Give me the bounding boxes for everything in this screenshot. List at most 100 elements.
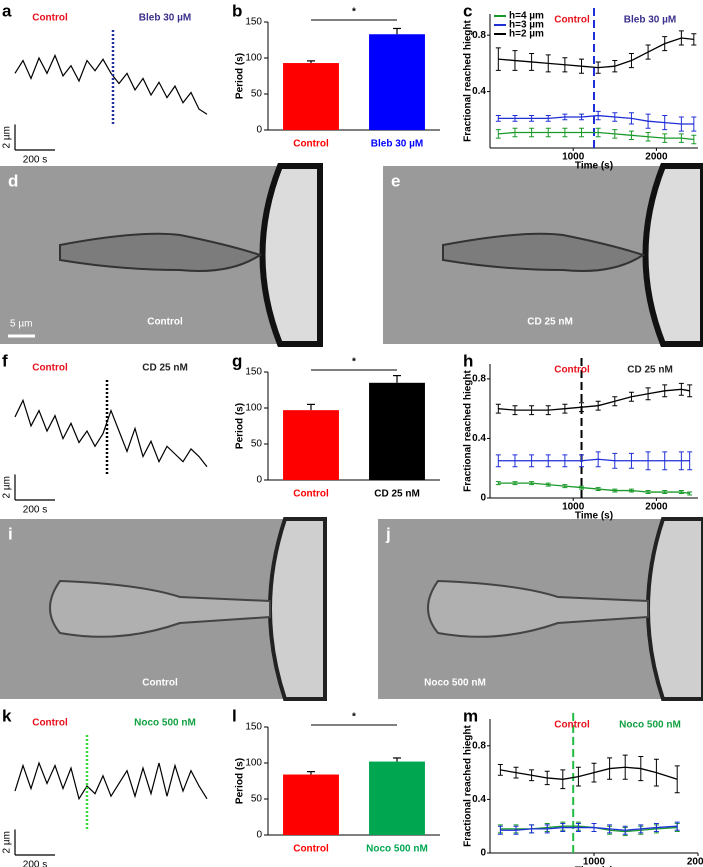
x-tick-label: 2000 bbox=[645, 152, 668, 163]
error-bar bbox=[595, 61, 601, 74]
error-bar bbox=[687, 384, 693, 398]
y-tick-label: 100 bbox=[245, 53, 262, 64]
error-bar bbox=[595, 110, 601, 121]
error-bar bbox=[645, 113, 651, 129]
error-bar bbox=[512, 405, 518, 416]
x-tick-label: 2000 bbox=[687, 857, 703, 867]
cell bbox=[442, 232, 646, 272]
y-tick-label: 150 bbox=[245, 17, 262, 28]
significance-star: * bbox=[352, 7, 356, 18]
y-tick-label: 150 bbox=[245, 722, 262, 733]
cell bbox=[49, 579, 271, 638]
error-bar bbox=[579, 485, 585, 490]
error-bar bbox=[628, 488, 634, 493]
error-bar bbox=[529, 115, 535, 122]
error-bar bbox=[653, 823, 659, 833]
error-bar bbox=[622, 754, 628, 780]
error-bar bbox=[674, 821, 680, 831]
x-tick-label: 1000 bbox=[583, 857, 606, 867]
scale-bar-y-label: 2 µm bbox=[2, 476, 13, 498]
error-bar bbox=[645, 44, 651, 60]
y-axis-label: Period (s) bbox=[235, 53, 246, 99]
bar bbox=[283, 410, 339, 480]
y-tick-label: 50 bbox=[251, 439, 263, 450]
legend-label: h=4 µm bbox=[509, 11, 544, 22]
condition-label: Control bbox=[32, 363, 68, 374]
error-bar bbox=[562, 484, 568, 489]
error-bar bbox=[687, 491, 693, 496]
series-line bbox=[498, 458, 690, 462]
error-bar bbox=[562, 454, 568, 468]
pipette bbox=[646, 517, 703, 701]
bar bbox=[283, 774, 339, 835]
error-bar bbox=[562, 57, 568, 73]
trace-line bbox=[14, 761, 208, 801]
error-bar bbox=[544, 824, 550, 834]
error-bar bbox=[638, 756, 644, 782]
error-bar bbox=[628, 52, 634, 69]
error-bar bbox=[628, 112, 634, 125]
panel-label: f bbox=[2, 351, 8, 370]
error-bar bbox=[612, 60, 618, 73]
error-bar bbox=[579, 113, 585, 121]
y-tick-label: 50 bbox=[251, 794, 263, 805]
image-caption: CD 25 nM bbox=[527, 317, 573, 328]
condition-label: Control bbox=[554, 365, 590, 376]
series-line bbox=[500, 766, 678, 780]
x-tick-label: Noco 500 nM bbox=[366, 844, 428, 855]
condition-label: Bleb 30 µM bbox=[624, 15, 676, 26]
image-caption: Control bbox=[147, 317, 183, 328]
x-axis-label: Time (s) bbox=[575, 511, 613, 522]
scale-bar-label: 5 µm bbox=[10, 319, 32, 330]
error-bar bbox=[562, 403, 568, 414]
x-tick-label: 2000 bbox=[645, 502, 668, 513]
error-bar bbox=[645, 131, 651, 142]
error-bar bbox=[674, 765, 680, 794]
error-bar bbox=[512, 454, 518, 468]
pipette bbox=[642, 163, 703, 347]
error-bar bbox=[495, 129, 501, 139]
legend-label: h=2 µm bbox=[509, 29, 544, 40]
error-bar bbox=[662, 115, 668, 131]
error-bar bbox=[662, 133, 668, 143]
pipette bbox=[268, 517, 327, 701]
error-bar bbox=[645, 490, 651, 495]
x-tick-label: 1000 bbox=[562, 502, 585, 513]
scale-bar-x-label: 200 s bbox=[23, 155, 47, 166]
panel-label: k bbox=[2, 706, 12, 725]
scale-bar-y-label: 2 µm bbox=[2, 831, 13, 853]
y-tick-label: 0 bbox=[480, 848, 486, 859]
trace-line bbox=[14, 398, 208, 468]
error-bar bbox=[691, 116, 697, 132]
error-bar bbox=[545, 405, 551, 416]
y-axis-label: Period (s) bbox=[235, 403, 246, 449]
error-bar bbox=[612, 488, 618, 493]
error-bar bbox=[513, 825, 519, 835]
panel-label: j bbox=[385, 524, 391, 543]
error-bar bbox=[678, 116, 684, 132]
cell bbox=[59, 232, 263, 272]
y-tick-label: 0.8 bbox=[472, 30, 486, 41]
panel-label: m bbox=[463, 706, 478, 725]
scale-bar-x-label: 200 s bbox=[23, 860, 47, 867]
error-bar bbox=[579, 402, 585, 413]
y-tick-label: 0.4 bbox=[472, 86, 486, 97]
error-bar bbox=[495, 403, 501, 414]
error-bar bbox=[595, 451, 601, 468]
micrograph: e CD 25 nM bbox=[383, 163, 703, 347]
panel-label: a bbox=[2, 1, 12, 20]
error-bar bbox=[691, 33, 697, 46]
y-tick-label: 0.8 bbox=[472, 374, 486, 385]
error-bar bbox=[495, 481, 501, 486]
error-bar bbox=[529, 127, 535, 138]
legend-label: h=3 µm bbox=[509, 20, 544, 31]
y-tick-label: 0 bbox=[256, 125, 262, 136]
bar bbox=[369, 34, 425, 130]
error-bar bbox=[497, 764, 503, 776]
series-line bbox=[500, 825, 678, 831]
error-bar bbox=[545, 54, 551, 73]
micrograph: d Control 5 µm bbox=[0, 163, 323, 347]
y-tick-label: 150 bbox=[245, 367, 262, 378]
trace-line bbox=[14, 53, 208, 115]
